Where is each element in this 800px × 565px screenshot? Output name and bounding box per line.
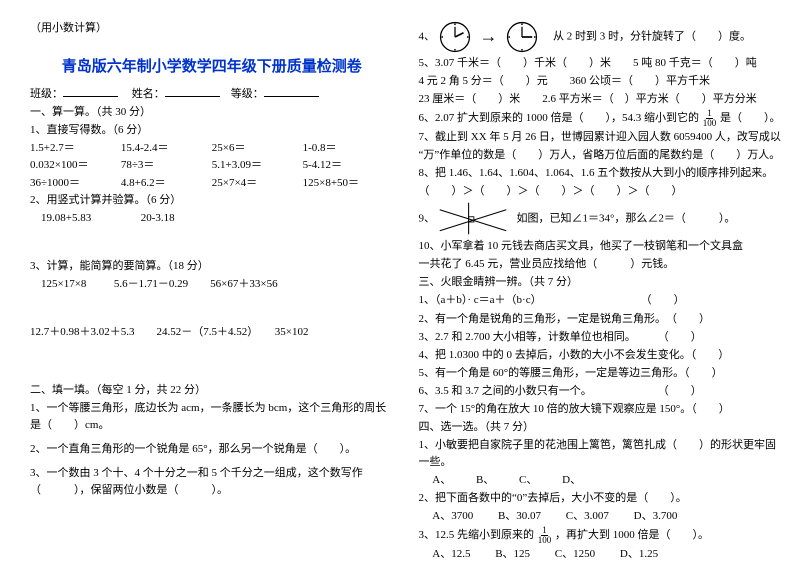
opt: A、12.5	[432, 546, 470, 563]
text: 如图，已知∠1＝34°，那么∠2＝（ ）。	[517, 213, 736, 225]
eq: 1-0.8＝	[303, 140, 394, 157]
header-line: 班级： 姓名： 等级：	[30, 85, 394, 103]
eq: 1.5+2.7＝	[30, 140, 121, 157]
fill-7a: 7、截止到 XX 年 5 月 26 日，世博园累计迎入园人数 6059400 人…	[419, 129, 783, 146]
opt: A、3700	[432, 508, 473, 525]
arrow-right-icon: →	[480, 23, 498, 51]
judge-4: 4、把 1.0300 中的 0 去掉后，小数的大小不会发生变化。（ ）	[419, 347, 783, 364]
eq: 20-3.18	[141, 212, 175, 224]
fill-1: 1、一个等腰三角形，底边长为 acm，一条腰长为 bcm，这个三角形的周长是（ …	[30, 400, 394, 434]
eq: 19.08+5.83	[41, 212, 91, 224]
opt: C、3.007	[566, 508, 609, 525]
opt: C、1250	[555, 546, 595, 563]
p3-row1: 125×17×8 5.6－1.71－0.29 56×67＋33×56	[30, 276, 394, 293]
fill-2: 2、一个直角三角形的一个锐角是 65°，那么另一个锐角是（ ）。	[30, 441, 394, 458]
opt: B、	[476, 472, 494, 489]
section-4: 四、选一选。（共 7 分）	[419, 419, 783, 436]
eq: 4.8+6.2＝	[121, 175, 212, 192]
label-class: 班级：	[30, 88, 63, 100]
choice-3: 3、12.5 先缩小到原来的 1100 ，再扩大到 1000 倍是（ ）。	[419, 526, 783, 545]
eq: 25×6＝	[212, 140, 303, 157]
eq: 5-4.12＝	[303, 157, 394, 174]
judge-6: 6、3.5 和 3.7 之间的小数只有一个。 （ ）	[419, 383, 783, 400]
judge-1: 1、（a＋b）· c＝a＋（b·c） （ ）	[419, 292, 783, 309]
exam-title: 青岛版六年制小学数学四年级下册质量检测卷	[30, 56, 394, 79]
blank-grade	[264, 85, 319, 97]
choice-1-options: A、 B、 C、 D、	[419, 472, 783, 489]
problem-2-eqs: 19.08+5.83 20-3.18	[30, 210, 394, 227]
text: 6、2.07 扩大到原来的 1000 倍是（ ），54.3 缩小到它的	[419, 112, 700, 124]
blank-class	[63, 85, 118, 97]
right-column: 4、 → 从 2 时到 3 时，分针旋转了（ ）度。 5、3.07 千米＝（	[409, 20, 783, 555]
section-3: 三、火眼金睛辨一辨。（共 7 分）	[419, 274, 783, 291]
eq: 56×67＋33×56	[210, 278, 277, 290]
fraction-1-over-100: 1100	[703, 109, 717, 128]
text: 3、12.5 先缩小到原来的	[419, 529, 535, 541]
label-grade: 等级：	[231, 88, 264, 100]
judge-2: 2、有一个角是锐角的三角形，一定是锐角三角形。 （ ）	[419, 311, 783, 328]
fill-4: 4、 → 从 2 时到 3 时，分针旋转了（ ）度。	[419, 20, 783, 54]
eq: 24.52－（7.5＋4.52）	[157, 326, 259, 338]
choice-3-options: A、12.5 B、125 C、1250 D、1.25	[419, 546, 783, 563]
clock-2-icon	[438, 20, 472, 54]
fill-5c: 23 厘米＝（ ）米 2.6 平方米＝（ ）平方米（ ）平方分米	[419, 91, 783, 108]
text: 从 2 时到 3 时，分针旋转了（ ）度。	[553, 31, 751, 43]
fill-10b: 一共花了 6.45 元，营业员应找给他（ ）元钱。	[419, 256, 783, 273]
eq: 78÷3＝	[121, 157, 212, 174]
clock-3-icon	[505, 20, 539, 54]
fill-10a: 10、小军拿着 10 元钱去商店买文具，他买了一枝钢笔和一个文具盒	[419, 238, 783, 255]
fill-5b: 4 元 2 角 5 分＝（ ）元 360 公顷＝（ ）平方千米	[419, 73, 783, 90]
text: ，再扩大到 1000 倍是（ ）。	[555, 529, 709, 541]
fill-6: 6、2.07 扩大到原来的 1000 倍是（ ），54.3 缩小到它的 1100…	[419, 109, 783, 128]
opt: D、3.700	[634, 508, 678, 525]
judge-7: 7、一个 15°的角在放大 10 倍的放大镜下观察应是 150°。（ ）	[419, 401, 783, 418]
eq: 12.7＋0.98＋3.02＋5.3	[30, 326, 135, 338]
eq: 5.1+3.09＝	[212, 157, 303, 174]
choice-1: 1、小敏要把自家院子里的花池围上篱笆，篱笆扎成（ ）的形状更牢固一些。	[419, 437, 783, 471]
fill-7b: “万”作单位的数是（ ）万人，省略万位后面的尾数约是（ ）万人。	[419, 147, 783, 164]
opt: C、	[519, 472, 537, 489]
eq: 35×102	[275, 326, 309, 338]
eq: 15.4-2.4＝	[121, 140, 212, 157]
eq: 5.6－1.71－0.29	[114, 278, 188, 290]
eq: 36÷1000＝	[30, 175, 121, 192]
judge-5: 5、有一个角是 60°的等腰三角形，一定是等边三角形。（ ）	[419, 365, 783, 382]
fraction-1-over-100: 1100	[538, 526, 552, 545]
section-2: 二、填一填。（每空 1 分，共 22 分）	[30, 382, 394, 399]
problem-1: 1、直接写得数。（6 分）	[30, 122, 394, 139]
eq: 125×17×8	[41, 278, 86, 290]
choice-2-options: A、3700 B、30.07 C、3.007 D、3.700	[419, 508, 783, 525]
fill-3: 3、一个数由 3 个十、4 个十分之一和 5 个千分之一组成，这个数写作（ ），…	[30, 465, 394, 499]
eq-row-3: 36÷1000＝ 4.8+6.2＝ 25×7×4＝ 125×8+50＝	[30, 175, 394, 192]
fill-8b: （ ）＞（ ）＞（ ）＞（ ）＞（ ）	[419, 183, 783, 200]
fill-9: 9、 如图，已知∠1＝34°，那么∠2＝（ ）。	[419, 201, 783, 237]
eq: 25×7×4＝	[212, 175, 303, 192]
fill-5a: 5、3.07 千米＝（ ）千米（ ）米 5 吨 80 千克＝（ ）吨	[419, 55, 783, 72]
problem-3: 3、计算，能简算的要简算。（18 分）	[30, 258, 394, 275]
left-column: （用小数计算） 青岛版六年制小学数学四年级下册质量检测卷 班级： 姓名： 等级：…	[30, 20, 409, 555]
p3-row2: 12.7＋0.98＋3.02＋5.3 24.52－（7.5＋4.52） 35×1…	[30, 324, 394, 341]
text: 是（ ）。	[720, 112, 781, 124]
opt: B、125	[495, 546, 530, 563]
choice-2: 2、把下面各数中的“0”去掉后，大小不变的是（ ）。	[419, 490, 783, 507]
fill-8a: 8、把 1.46、1.64、1.604、1.064、1.6 五个数按从大到小的顺…	[419, 165, 783, 182]
eq: 125×8+50＝	[303, 175, 394, 192]
eq: 0.032×100＝	[30, 157, 121, 174]
opt: D、	[562, 472, 581, 489]
opt: A、	[432, 472, 451, 489]
opt: B、30.07	[498, 508, 541, 525]
judge-3: 3、2.7 和 2.700 大小相等，计数单位也相同。 （ ）	[419, 329, 783, 346]
eq-row-2: 0.032×100＝ 78÷3＝ 5.1+3.09＝ 5-4.12＝	[30, 157, 394, 174]
angle-figure-icon	[438, 201, 508, 237]
opt: D、1.25	[620, 546, 658, 563]
section-1: 一、算一算。（共 30 分）	[30, 104, 394, 121]
eq-row-1: 1.5+2.7＝ 15.4-2.4＝ 25×6＝ 1-0.8＝	[30, 140, 394, 157]
blank-name	[165, 85, 220, 97]
label-name: 姓名：	[132, 88, 165, 100]
note-top: （用小数计算）	[30, 20, 394, 37]
problem-2: 2、用竖式计算并验算。（6 分）	[30, 192, 394, 209]
